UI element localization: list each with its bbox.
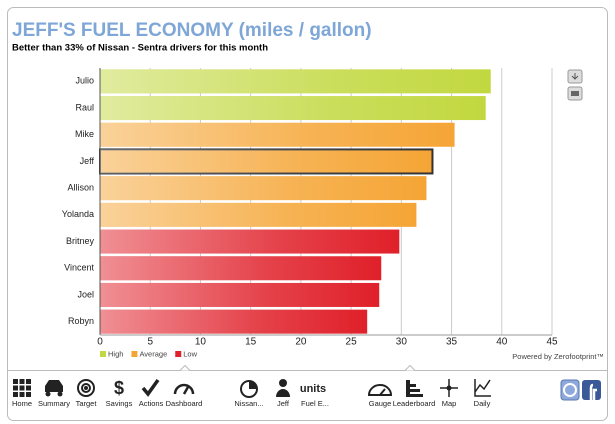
bar[interactable] [100, 202, 417, 227]
toolbar-label[interactable]: Map [442, 399, 457, 408]
legend-label: Average [139, 349, 167, 358]
target-icon[interactable] [77, 379, 95, 397]
x-tick-label: 45 [546, 337, 558, 348]
legend-swatch [175, 351, 182, 357]
x-tick-label: 0 [97, 337, 103, 348]
print-icon [571, 91, 579, 96]
toolbar-label[interactable]: Leaderboard [393, 399, 436, 408]
y-tick-label: Britney [66, 236, 95, 246]
toolbar-label[interactable]: Jeff [277, 399, 290, 408]
y-tick-label: Mike [75, 129, 94, 139]
bar[interactable] [100, 256, 382, 281]
y-tick-label: Allison [67, 183, 94, 193]
bar[interactable] [100, 282, 380, 307]
toolbar-label[interactable]: Nissan... [234, 399, 263, 408]
legend-swatch [100, 351, 106, 357]
legend-swatch [131, 351, 138, 357]
leaderboard-icon[interactable] [406, 380, 423, 397]
chart-title: JEFF'S FUEL ECONOMY (miles / gallon) [12, 20, 372, 41]
actions-icon[interactable] [141, 378, 160, 397]
x-tick-label: 20 [295, 337, 307, 348]
bar[interactable] [100, 229, 400, 254]
toolbar-label[interactable]: Target [76, 399, 98, 408]
x-tick-label: 40 [496, 337, 508, 348]
chart-subtitle: Better than 33% of Nissan - Sentra drive… [12, 43, 268, 54]
x-tick-label: 30 [396, 337, 408, 348]
x-tick-label: 5 [147, 337, 153, 348]
toolbar-label[interactable]: Daily [474, 399, 491, 408]
savings-icon[interactable]: $ [114, 378, 124, 398]
home-icon[interactable] [13, 379, 31, 397]
facebook-icon [589, 383, 597, 400]
toolbar-notch [179, 364, 416, 371]
jeff-icon[interactable] [276, 379, 290, 397]
y-tick-label: Robyn [68, 316, 94, 326]
social-icons [560, 379, 601, 401]
legend-label: Low [183, 349, 197, 358]
y-tick-label: Yolanda [62, 209, 94, 219]
y-tick-label: Jeff [80, 156, 95, 166]
y-tick-label: Joel [77, 289, 94, 299]
bar[interactable] [100, 309, 368, 334]
toolbar-label[interactable]: Gauge [369, 399, 392, 408]
summary-icon[interactable] [45, 380, 63, 397]
toolbar-label[interactable]: Dashboard [166, 399, 203, 408]
x-tick-label: 15 [245, 337, 257, 348]
toolbar-label[interactable]: Summary [38, 399, 70, 408]
y-tick-label: Raul [75, 102, 94, 112]
dashboard-icon[interactable] [173, 383, 195, 395]
y-tick-label: Julio [75, 76, 94, 86]
export-icons[interactable] [567, 69, 583, 101]
legend-label: High [108, 349, 123, 358]
download-icon [571, 73, 579, 80]
help-icon [563, 383, 577, 397]
toolbar-label[interactable]: Actions [139, 399, 164, 408]
units-icon[interactable]: units [300, 383, 326, 395]
nissan-icon[interactable] [240, 380, 258, 398]
toolbar-label[interactable]: Home [12, 399, 32, 408]
toolbar-label[interactable]: Savings [106, 399, 133, 408]
gauge-icon[interactable] [367, 384, 393, 396]
y-tick-label: Vincent [64, 263, 94, 273]
credit: Powered by Zerofootprint™ [512, 352, 604, 361]
bar[interactable] [100, 122, 455, 147]
x-tick-label: 35 [446, 337, 458, 348]
x-tick-label: 25 [346, 337, 358, 348]
bar[interactable] [100, 176, 427, 201]
bar[interactable] [100, 69, 491, 94]
map-icon[interactable] [440, 379, 458, 397]
bar[interactable] [100, 96, 486, 121]
daily-icon[interactable] [474, 379, 491, 397]
toolbar-label[interactable]: Fuel E... [301, 399, 329, 408]
toolbar-icons: $ units [13, 378, 491, 398]
bar[interactable] [99, 148, 434, 175]
x-tick-label: 10 [195, 337, 207, 348]
